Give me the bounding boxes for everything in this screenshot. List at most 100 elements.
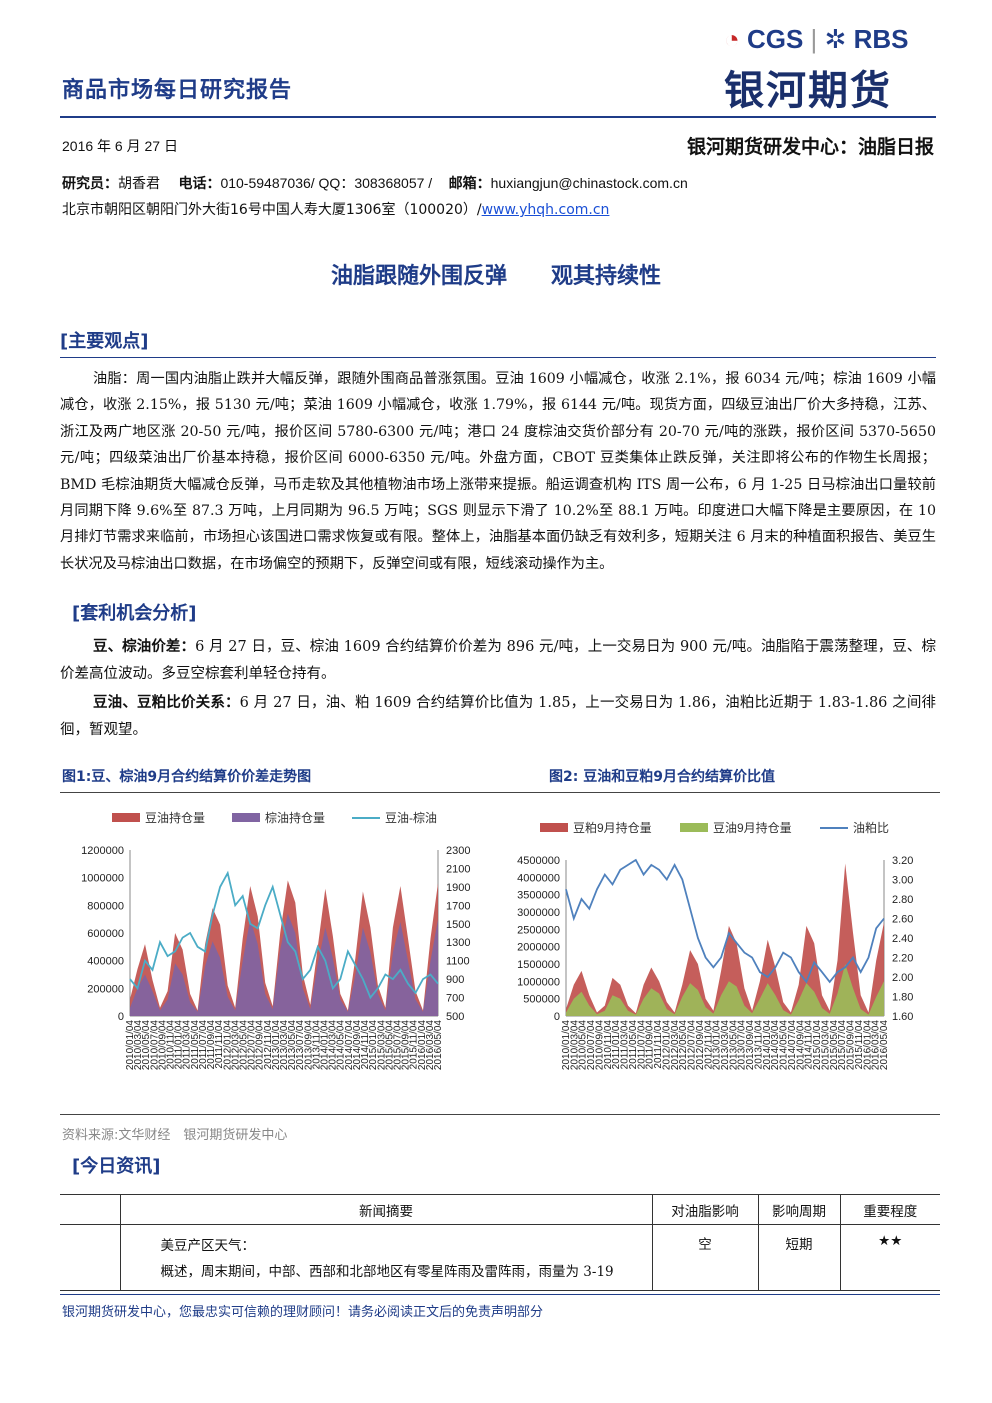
report-type-title: 商品市场每日研究报告 [62,78,293,103]
y-right-tick-label: 1300 [446,937,470,949]
x-tick-label: 2012/03/04 [230,1020,241,1070]
x-tick-label: 2011/03/04 [182,1020,193,1070]
y-right-tick-label: 700 [446,993,464,1005]
x-tick-label: 2010/07/04 [149,1020,160,1070]
brand-cgs: CGS [746,24,804,54]
chart1-caption: 图1:豆、棕油9月合约结算价价差走势图 [62,769,312,785]
x-tick-label: 2016/01/04 [417,1020,428,1070]
y-right-tick-label: 1100 [446,956,470,968]
email-value[interactable]: huxiangjun@chinastock.com.cn [490,175,688,191]
y-right-tick-label: 2300 [446,845,470,857]
x-tick-label: 2012/01/04 [222,1020,233,1070]
legend-label: 豆油9月持仓量 [713,820,792,835]
x-tick-label: 2014/05/04 [336,1020,347,1070]
series-area [130,913,438,1016]
report-center: 银河期货研发中心：油脂日报 [686,136,934,158]
col-importance: 重要程度 [839,1194,940,1225]
series-line [129,870,439,1000]
x-tick-label: 2013/01/04 [271,1020,282,1070]
news-impact: 空 [651,1224,759,1291]
x-tick-label: 2015/05/04 [384,1020,395,1070]
x-tick-label: 2014/01/04 [320,1020,331,1070]
spread-chart: 豆油持仓量 棕油持仓量 豆油-棕油 0 200000 400000 600000 800000… [81,810,470,1070]
chart2-caption: 图2: 豆油和豆粕9月合约结算价比值 [549,769,775,785]
x-tick-label: 2010/05/04 [578,1020,589,1070]
x-tick-label: 2014/05/04 [779,1020,790,1070]
x-tick-label: 2013/11/04 [753,1020,764,1070]
legend-swatch [540,823,568,832]
main-paragraph: 油脂：周一国内油脂止跌并大幅反弹，跟随外围商品普涨氛围。豆油 1609 小幅减仓… [60,371,936,572]
x-tick-label: 2013/03/04 [279,1020,290,1070]
header-rule [60,116,936,118]
y-left-tick-label: 400000 [87,956,124,968]
x-tick-label: 2014/01/04 [762,1020,773,1070]
y-right-tick-label: 1900 [446,882,470,894]
news-title: 美豆产区天气： [160,1238,256,1254]
phone-label: 电话： [178,176,221,192]
x-tick-label: 2011/09/04 [206,1020,217,1070]
legend-label: 油粕比 [853,820,889,835]
x-tick-label: 2014/03/04 [328,1020,339,1070]
x-tick-label: 2014/03/04 [770,1020,781,1070]
section-main-view: [主要观点] [60,331,149,352]
footer-disclaimer: 银河期货研发中心，您最忠实可信赖的理财顾问！请务必阅读正文后的免责声明部分 [62,1305,544,1320]
arbitrage-spread-text: 6 月 27 日，豆、棕油 1609 合约结算价价差为 896 元/吨，上一交易… [60,639,936,682]
series-area [566,964,884,1016]
brand-rbs: RBS [853,24,909,54]
x-tick-label: 2014/11/04 [804,1020,815,1070]
x-tick-label: 2013/05/04 [287,1020,298,1070]
ratio-chart: 豆粕9月持仓量 豆油9月持仓量 油粕比 0 500000 1000000 1500000 20… [517,820,913,1070]
data-source: 资料来源:文华财经 银河期货研发中心 [62,1128,288,1143]
x-tick-label: 2015/03/04 [376,1020,387,1070]
report-date: 2016 年 6 月 27 日 [62,138,178,154]
col-period: 影响周期 [757,1194,841,1225]
y-right-tick-label: 900 [446,974,464,986]
x-tick-label: 2013/03/04 [720,1020,731,1070]
x-tick-label: 2016/05/04 [879,1020,890,1070]
section-rule [60,357,936,358]
arbitrage-spread-lead: 豆、棕油价差： [93,639,196,655]
col-impact: 对油脂影响 [651,1194,759,1225]
x-tick-label: 2010/09/04 [594,1020,605,1070]
y-left-tick-label: 4000000 [517,872,560,884]
x-tick-label: 2015/01/04 [812,1020,823,1070]
section-arbitrage: [套利机会分析] [72,603,197,624]
y-right-tick-label: 2.20 [892,953,913,965]
news-table: 新闻摘要 对油脂影响 影响周期 重要程度 美豆产区天气： 概述，周末期间，中部、… [60,1194,940,1291]
x-tick-label: 2011/11/04 [214,1020,225,1069]
series-area [566,863,884,1016]
col-summary: 新闻摘要 [119,1194,653,1225]
x-tick-label: 2012/07/04 [247,1020,258,1070]
arbitrage-ratio-paragraph: 豆油、豆粕比价关系：6 月 27 日，油、粕 1609 合约结算价比值为 1.8… [60,690,936,744]
arbitrage-ratio-lead: 豆油、豆粕比价关系： [93,695,240,711]
x-tick-label: 2010/11/04 [603,1020,614,1070]
x-tick-label: 2011/03/04 [620,1020,631,1070]
y-left-tick-label: 3000000 [517,907,560,919]
y-right-tick-label: 1.60 [892,1011,913,1023]
x-tick-label: 2012/05/04 [238,1020,249,1070]
website-link[interactable]: www.yhqh.com.cn [481,202,610,218]
y-right-tick-label: 500 [446,1011,464,1023]
y-left-tick-label: 4500000 [517,855,560,867]
arbitrage-ratio-text: 6 月 27 日，油、粕 1609 合约结算价比值为 1.85，上一交易日为 1… [60,695,936,738]
x-tick-label: 2015/09/04 [846,1020,857,1070]
x-tick-label: 2010/09/04 [157,1020,168,1070]
x-tick-label: 2015/03/04 [820,1020,831,1070]
arbitrage-spread-paragraph: 豆、棕油价差：6 月 27 日，豆、棕油 1609 合约结算价价差为 896 元… [60,634,936,688]
x-tick-label: 2015/05/04 [829,1020,840,1070]
x-tick-label: 2011/07/04 [198,1020,209,1070]
x-tick-label: 2016/03/04 [871,1020,882,1070]
y-left-tick-label: 1000000 [81,873,124,885]
y-left-tick-label: 0 [118,1011,124,1023]
y-right-tick-label: 2.60 [892,914,913,926]
email-label: 邮箱： [448,176,491,192]
legend-label: 豆油-棕油 [385,810,437,825]
x-tick-label: 2015/07/04 [392,1020,403,1070]
y-left-tick-label: 3500000 [517,890,560,902]
phone-value: 010-59487036/ QQ：308368057 / [220,175,433,191]
legend-swatch [232,813,260,822]
x-tick-label: 2011/05/04 [190,1020,201,1070]
y-right-tick-label: 3.00 [892,875,913,887]
y-right-tick-label: 1700 [446,900,470,912]
y-right-tick-label: 3.20 [892,855,913,867]
